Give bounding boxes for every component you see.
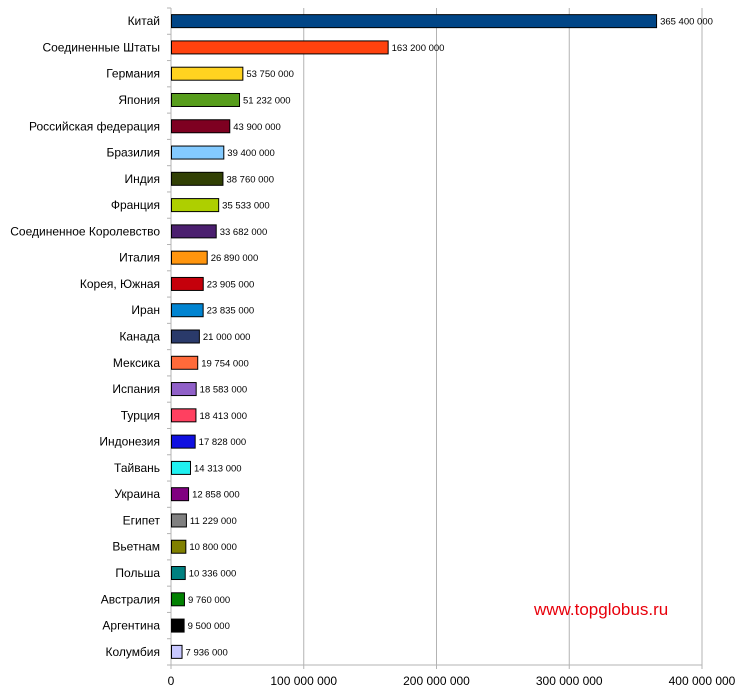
value-label: 17 828 000	[199, 437, 247, 448]
bar	[171, 618, 185, 633]
watermark[interactable]: www.topglobus.ru	[534, 600, 669, 619]
bar	[171, 329, 200, 344]
value-label: 19 754 000	[201, 358, 249, 369]
value-label: 53 750 000	[246, 69, 294, 80]
category-label: Китай	[128, 14, 160, 28]
category-label: Российская федерация	[29, 119, 160, 133]
category-label: Франция	[111, 198, 160, 212]
category-label: Турция	[121, 408, 160, 422]
bar	[171, 460, 192, 475]
category-label: Соединенное Королевство	[10, 224, 160, 238]
category-label: Япония	[118, 93, 160, 107]
category-label: Украина	[114, 487, 160, 501]
bar	[171, 513, 187, 528]
bar	[171, 382, 197, 397]
value-label: 9 760 000	[188, 595, 230, 606]
value-label: 38 760 000	[226, 174, 274, 185]
bar	[171, 408, 197, 423]
axis-layer: 0 100 000 000 200 000 000 300 000 000 400 00…	[10, 7, 736, 688]
value-label: 18 583 000	[200, 385, 248, 396]
bar	[171, 119, 231, 134]
category-label: Индонезия	[99, 435, 160, 449]
category-label: Египет	[123, 513, 161, 527]
bar	[171, 224, 217, 239]
value-label: 10 336 000	[189, 569, 237, 580]
value-label: 35 533 000	[222, 201, 270, 212]
bar	[171, 355, 199, 370]
value-label: 14 313 000	[194, 463, 242, 474]
bar	[171, 145, 225, 160]
value-label: 11 229 000	[190, 516, 237, 527]
value-label: 39 400 000	[227, 148, 275, 159]
category-label: Польша	[115, 566, 160, 580]
bar	[171, 250, 208, 265]
value-label: 33 682 000	[220, 227, 268, 238]
bar	[171, 434, 196, 449]
bar	[171, 644, 183, 659]
category-label: Корея, Южная	[80, 277, 160, 291]
bar	[171, 566, 186, 581]
bar	[171, 198, 220, 213]
bar	[171, 14, 658, 29]
grid-layer	[303, 8, 703, 665]
value-label: 23 835 000	[207, 306, 255, 317]
value-label: 365 400 000	[660, 17, 713, 28]
value-label: 26 890 000	[211, 253, 259, 264]
bar	[171, 539, 187, 554]
value-label: 18 413 000	[199, 411, 247, 422]
category-label: Австралия	[101, 592, 160, 606]
x-tick-label: 100 000 000	[270, 674, 337, 688]
bar	[171, 303, 204, 318]
value-label: 21 000 000	[203, 332, 251, 343]
x-tick-label: 0	[168, 674, 175, 688]
bar	[171, 592, 185, 607]
category-label: Аргентина	[102, 619, 160, 633]
x-tick-label: 400 000 000	[669, 674, 736, 688]
value-label: 51 232 000	[243, 95, 291, 106]
value-label: 23 905 000	[207, 279, 255, 290]
value-label: 12 858 000	[192, 490, 240, 501]
category-label: Тайвань	[114, 461, 160, 475]
category-label: Канада	[119, 330, 160, 344]
category-label: Бразилия	[107, 146, 161, 160]
category-label: Соединенные Штаты	[42, 40, 160, 54]
value-label: 7 936 000	[186, 647, 228, 658]
bar	[171, 66, 244, 81]
category-label: Германия	[106, 67, 160, 81]
value-label: 9 500 000	[188, 621, 230, 632]
bar	[171, 487, 190, 502]
x-tick-label: 200 000 000	[403, 674, 470, 688]
category-label: Италия	[119, 251, 160, 265]
bar	[171, 276, 204, 291]
x-tick-label: 300 000 000	[536, 674, 603, 688]
bar	[171, 92, 241, 107]
category-label: Мексика	[113, 356, 160, 370]
category-label: Иран	[131, 303, 160, 317]
value-label: 10 800 000	[189, 542, 237, 553]
category-label: Колумбия	[106, 645, 160, 659]
value-label: 43 900 000	[233, 122, 281, 133]
bar	[171, 171, 224, 186]
category-label: Индия	[125, 172, 160, 186]
category-label: Вьетнам	[112, 540, 160, 554]
value-label: 163 200 000	[392, 43, 445, 54]
bar	[171, 40, 389, 55]
category-label: Испания	[112, 382, 160, 396]
bar-layer: 365 400 000 163 200 000 53 750 000 51 232 0…	[171, 14, 713, 659]
